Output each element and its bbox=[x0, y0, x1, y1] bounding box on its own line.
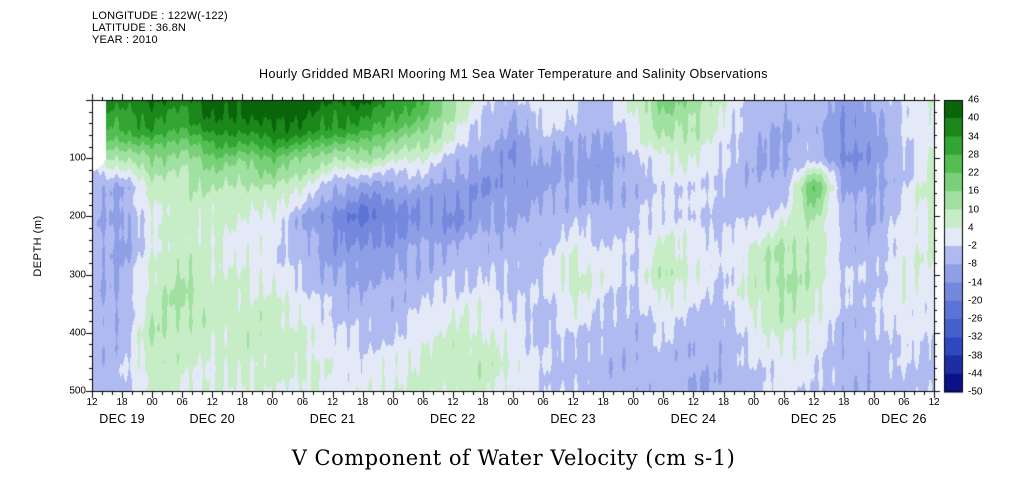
y-tick-label: 200 bbox=[69, 210, 86, 222]
longitude-label: LONGITUDE : 122W(-122) bbox=[92, 10, 228, 22]
y-axis-title: DEPTH (m) bbox=[32, 215, 44, 277]
latitude-label: LATITUDE : 36.8N bbox=[92, 22, 187, 34]
x-date-label: DEC 23 bbox=[550, 412, 596, 426]
colorbar-tick-label: 34 bbox=[968, 131, 980, 142]
colorbar-tick-label: -44 bbox=[968, 368, 983, 380]
x-tick-label: 06 bbox=[296, 397, 309, 408]
plot-title: Hourly Gridded MBARI Mooring M1 Sea Wate… bbox=[259, 67, 768, 81]
y-tick-label: 300 bbox=[69, 269, 86, 281]
colorbar-tick-label: 22 bbox=[968, 167, 980, 179]
x-tick-label: 18 bbox=[116, 397, 128, 408]
x-tick-label: 12 bbox=[567, 397, 579, 408]
x-tick-label: 06 bbox=[657, 397, 669, 408]
x-tick-label: 06 bbox=[778, 397, 790, 408]
x-tick-label: 12 bbox=[206, 397, 218, 408]
x-axis-caption: V Component of Water Velocity (cm s-1) bbox=[291, 446, 736, 470]
colorbar-tick-label: -38 bbox=[968, 350, 983, 361]
x-tick-label: 00 bbox=[868, 397, 880, 408]
x-tick-label: 12 bbox=[808, 397, 820, 408]
x-date-label: DEC 26 bbox=[881, 412, 927, 426]
y-tick-label: 400 bbox=[69, 327, 86, 339]
colorbar-tick-label: 16 bbox=[968, 185, 980, 197]
y-tick-label: 500 bbox=[69, 385, 86, 397]
x-tick-label: 06 bbox=[176, 397, 188, 408]
x-tick-label: 06 bbox=[898, 397, 910, 408]
colorbar-tick-label: -14 bbox=[968, 277, 983, 288]
x-tick-label: 06 bbox=[417, 397, 429, 408]
x-tick-label: 00 bbox=[387, 397, 399, 408]
x-tick-label: 00 bbox=[507, 397, 519, 408]
x-tick-label: 00 bbox=[146, 397, 158, 408]
x-tick-label: 00 bbox=[748, 397, 760, 408]
colorbar-tick-label: -32 bbox=[968, 331, 983, 343]
x-tick-label: 00 bbox=[627, 397, 639, 408]
x-tick-label: 12 bbox=[687, 397, 699, 408]
x-tick-label: 18 bbox=[597, 397, 609, 408]
x-date-label: DEC 21 bbox=[309, 412, 356, 426]
colorbar-tick-label: -50 bbox=[968, 386, 983, 398]
x-date-label: DEC 19 bbox=[99, 412, 145, 426]
colorbar-tick-label: -20 bbox=[968, 295, 983, 307]
x-date-label: DEC 20 bbox=[189, 412, 236, 426]
x-tick-label: 18 bbox=[236, 397, 248, 408]
x-tick-label: 00 bbox=[266, 397, 278, 408]
x-tick-label: 12 bbox=[327, 397, 339, 408]
x-tick-label: 18 bbox=[477, 397, 489, 408]
colorbar-tick-label: -2 bbox=[968, 240, 977, 252]
colorbar-tick-label: 46 bbox=[968, 94, 980, 106]
colorbar-tick-label: 10 bbox=[968, 204, 980, 215]
colorbar-tick-label: 40 bbox=[968, 112, 980, 124]
year-label: YEAR : 2010 bbox=[92, 34, 158, 46]
x-tick-label: 06 bbox=[537, 397, 549, 408]
x-date-label: DEC 25 bbox=[790, 412, 837, 426]
colorbar-tick-label: -8 bbox=[968, 258, 977, 270]
colorbar-tick-label: 4 bbox=[968, 222, 974, 234]
x-tick-label: 12 bbox=[86, 397, 98, 408]
colorbar-tick-label: -26 bbox=[968, 313, 983, 325]
x-date-label: DEC 22 bbox=[430, 412, 476, 426]
x-tick-label: 18 bbox=[838, 397, 850, 408]
colorbar-tick-label: 28 bbox=[968, 149, 980, 161]
x-date-label: DEC 24 bbox=[670, 412, 717, 426]
x-tick-label: 18 bbox=[357, 397, 369, 408]
x-tick-label: 18 bbox=[717, 397, 730, 408]
y-tick-label: 100 bbox=[69, 152, 86, 164]
metadata-block: LONGITUDE : 122W(-122) LATITUDE : 36.8N … bbox=[92, 10, 228, 46]
x-tick-label: 12 bbox=[928, 397, 940, 408]
x-tick-label: 12 bbox=[447, 397, 459, 408]
